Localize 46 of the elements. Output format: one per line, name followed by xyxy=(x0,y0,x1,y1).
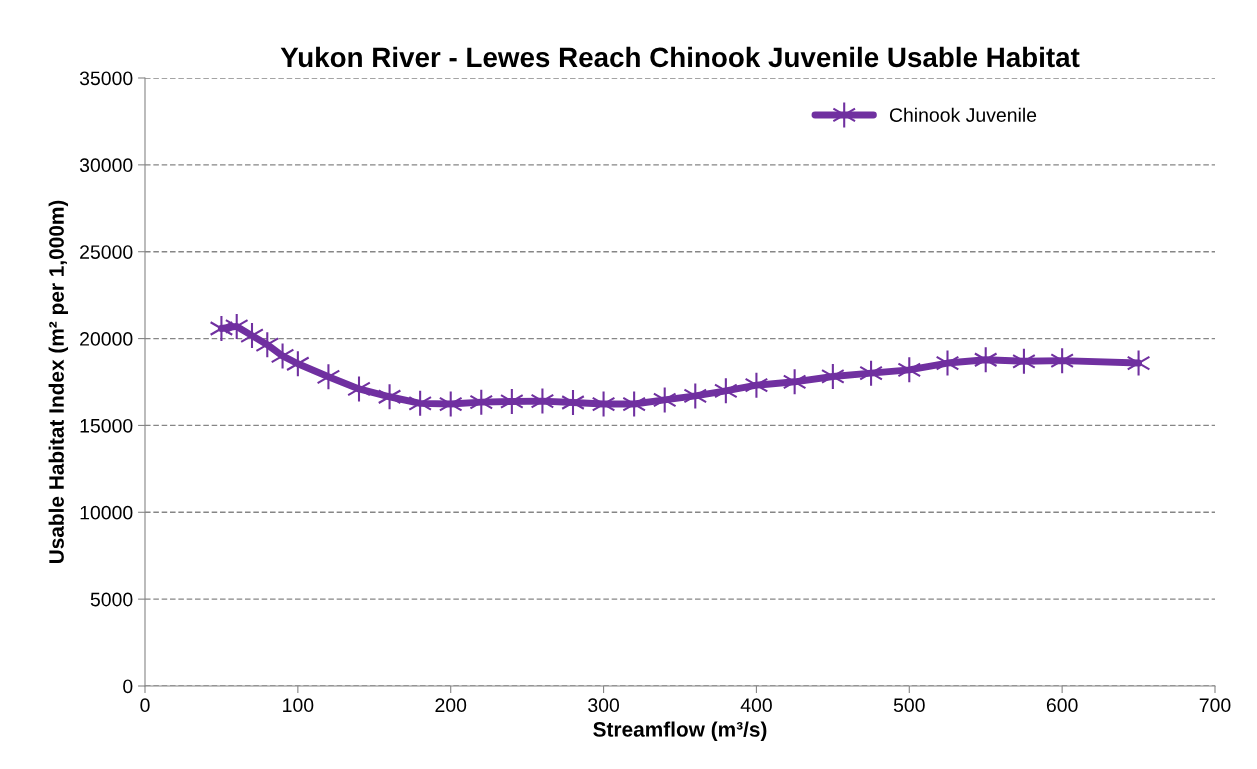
point xyxy=(255,331,280,359)
point xyxy=(652,386,677,414)
point xyxy=(782,368,807,396)
point xyxy=(683,382,708,410)
point xyxy=(408,389,433,417)
point xyxy=(713,377,738,405)
point xyxy=(820,362,845,390)
x-tick-label: 200 xyxy=(435,698,467,713)
y-tick-label: 25000 xyxy=(80,245,133,259)
point xyxy=(561,388,585,417)
point xyxy=(469,388,494,416)
point xyxy=(591,390,616,418)
point xyxy=(438,390,463,418)
chart-title: Yukon River - Lewes Reach Chinook Juvenile Usable Habitat xyxy=(280,46,1080,68)
point xyxy=(622,390,647,418)
x-tick-label: 300 xyxy=(588,698,620,713)
legend-label: Chinook Juvenile xyxy=(889,107,1037,122)
x-tick-label: 500 xyxy=(893,698,925,713)
x-axis-title: Streamflow (m³/s) xyxy=(593,721,767,741)
point xyxy=(285,350,310,378)
point xyxy=(859,359,883,387)
point xyxy=(1012,347,1036,375)
point xyxy=(316,363,341,391)
x-tick-label: 400 xyxy=(740,698,772,713)
point xyxy=(530,387,555,415)
point xyxy=(935,349,960,377)
point xyxy=(377,383,402,411)
x-tick-label: 0 xyxy=(140,698,150,713)
y-tick-label: 30000 xyxy=(79,158,133,173)
point xyxy=(1050,347,1075,375)
point xyxy=(744,371,769,399)
y-tick-label: 20000 xyxy=(80,332,133,346)
x-tick-label: 100 xyxy=(283,698,314,713)
point xyxy=(897,356,922,384)
x-tick-label: 600 xyxy=(1046,698,1078,713)
y-tick-label: 35000 xyxy=(79,71,133,86)
point xyxy=(1126,349,1151,377)
y-tick-label: 15000 xyxy=(80,418,133,433)
y-tick-label: 10000 xyxy=(80,505,133,520)
x-tick-label: 700 xyxy=(1199,698,1231,713)
point xyxy=(347,375,371,403)
point xyxy=(499,387,524,415)
y-tick-label: 5000 xyxy=(90,592,133,607)
y-tick-label: 0 xyxy=(123,679,133,694)
y-axis-title: Usable Habitat Index (m² per 1,000m) xyxy=(48,200,69,564)
point xyxy=(973,346,998,374)
